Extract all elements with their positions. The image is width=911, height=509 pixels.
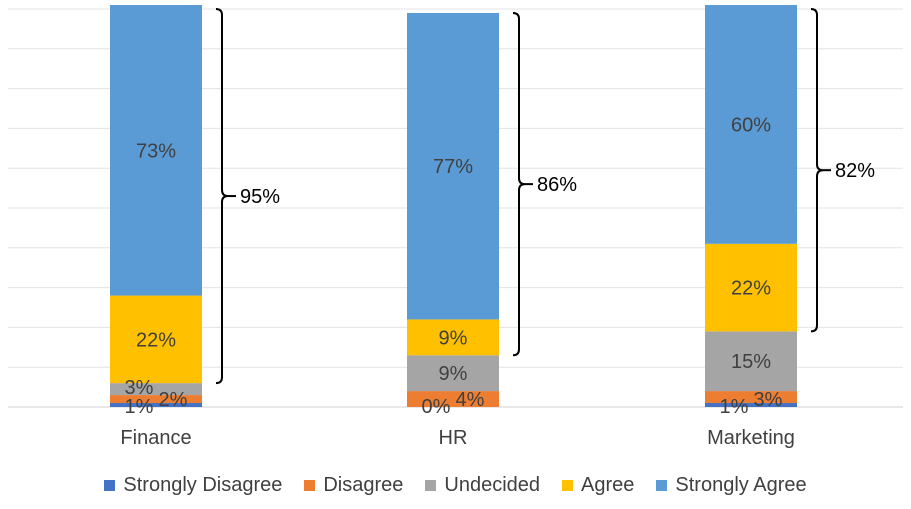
bar-segment — [110, 5, 202, 296]
legend-swatch — [104, 480, 116, 491]
data-label: 4% — [456, 389, 485, 411]
bar-segment — [407, 391, 499, 407]
data-label: 22% — [136, 329, 176, 351]
data-label: 2% — [159, 389, 188, 411]
x-tick-label: Marketing — [707, 427, 795, 449]
x-axis: Finance HR Marketing — [120, 427, 794, 449]
legend-label: Disagree — [323, 474, 404, 496]
bar-segment — [705, 391, 797, 404]
data-label: 9% — [439, 363, 468, 385]
data-label: 1% — [125, 396, 154, 418]
bar-segment — [407, 12, 499, 320]
data-label: 3% — [754, 389, 783, 411]
legend-label: Undecided — [444, 474, 541, 496]
legend-label: Strongly Agree — [675, 474, 807, 496]
total-bracket — [810, 8, 824, 333]
legend-label: Strongly Disagree — [123, 474, 283, 496]
x-tick-label: Finance — [120, 427, 191, 449]
bar-segment — [705, 243, 797, 332]
data-label: 60% — [731, 114, 771, 136]
bracket-total-label: 86% — [537, 174, 577, 196]
bar-segment — [705, 331, 797, 392]
legend-item: Undecided — [425, 474, 540, 497]
data-labels: 1% 2%3%22%73%0% 4%9%9%77%1% 3%15%22%60% — [125, 114, 783, 418]
legend-swatch — [562, 480, 574, 491]
bar-segment — [110, 383, 202, 396]
total-bracket — [512, 11, 526, 357]
data-label: 22% — [731, 278, 771, 300]
bars — [110, 5, 797, 407]
data-label: 0% — [422, 396, 451, 418]
data-label: 1% — [720, 396, 749, 418]
total-brackets: 95% 86% 82% — [215, 8, 875, 385]
legend-swatch — [656, 480, 668, 491]
data-label: 15% — [731, 351, 771, 373]
bar-segment — [110, 295, 202, 384]
legend-item: Disagree — [304, 474, 403, 497]
legend-swatch — [304, 480, 316, 491]
bracket-total-label: 95% — [240, 186, 280, 208]
legend-label: Agree — [581, 474, 635, 496]
legend-item: Strongly Disagree — [104, 474, 282, 497]
bar-segment — [407, 355, 499, 392]
data-label: 77% — [433, 156, 473, 178]
x-tick-label: HR — [439, 427, 468, 449]
legend-swatch — [425, 480, 437, 491]
bar-segment — [110, 395, 202, 404]
legend-item: Strongly Agree — [656, 474, 807, 497]
data-label: 3% — [125, 377, 154, 399]
bar-segment — [407, 319, 499, 356]
legend: Strongly Disagree Disagree Undecided Agree S… — [0, 474, 911, 497]
bracket-total-label: 82% — [835, 160, 875, 182]
legend-item: Agree — [562, 474, 634, 497]
bar-segment — [110, 403, 202, 407]
bar-segment — [705, 403, 797, 407]
data-label: 73% — [136, 140, 176, 162]
data-label: 9% — [439, 327, 468, 349]
bar-segment — [705, 5, 797, 244]
